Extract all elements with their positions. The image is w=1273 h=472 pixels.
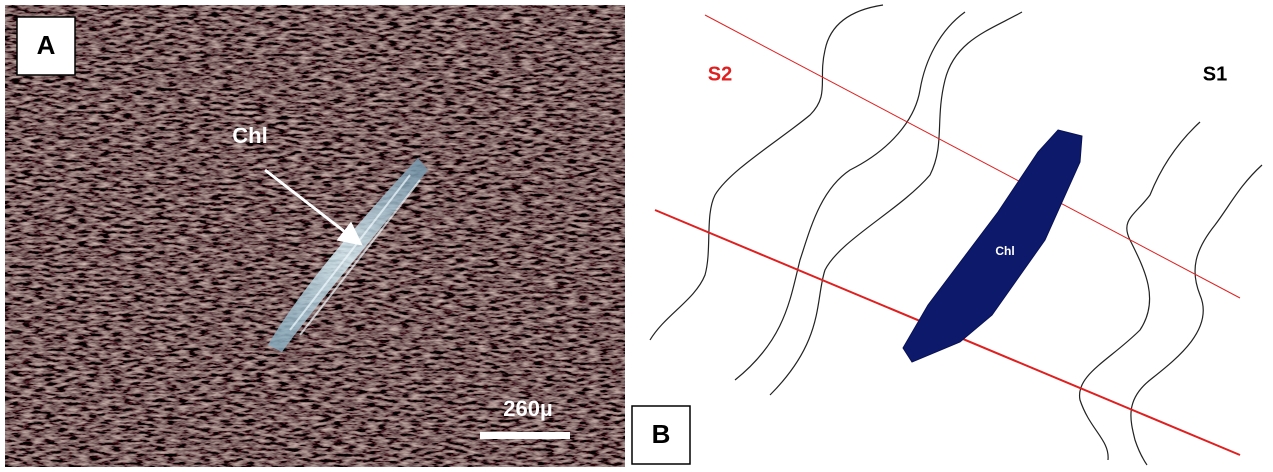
s1-trace (1131, 165, 1262, 465)
panel-b: Chl S2 S1 B (632, 5, 1262, 465)
panel-label: B (652, 419, 671, 449)
s2-label: S2 (708, 63, 732, 85)
s1-label: S1 (1203, 63, 1227, 85)
s1-trace (1080, 122, 1200, 460)
scale-bar (480, 432, 570, 439)
mineral-label: Chl (995, 244, 1014, 258)
panel-a: A Chl 260µ (5, 5, 625, 467)
figure: A Chl 260µ Chl S2 S1 B (0, 0, 1273, 467)
chlorite-grain (903, 130, 1082, 362)
mineral-annotation: Chl (232, 123, 267, 148)
s1-trace (650, 5, 883, 340)
panel-label: A (37, 30, 56, 60)
scale-bar-label: 260µ (503, 396, 552, 421)
